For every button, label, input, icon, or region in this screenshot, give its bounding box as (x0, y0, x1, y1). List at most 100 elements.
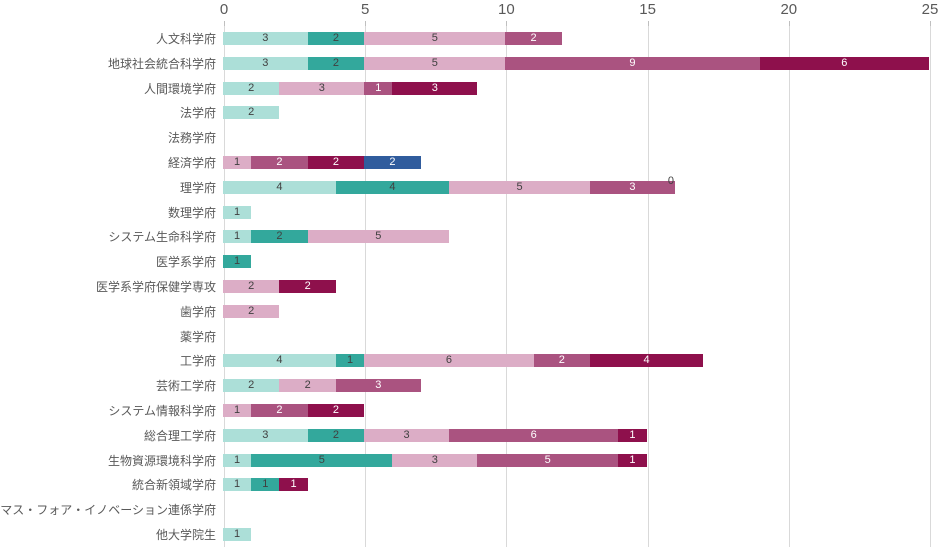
data-label: 3 (375, 379, 382, 392)
bar-segment: 3 (279, 81, 365, 95)
bar-track: 1 1 1 (223, 478, 308, 492)
category-label: 法学府 (179, 106, 216, 121)
bar-segment: 4 (335, 180, 449, 194)
bar-segment: 5 (251, 453, 393, 467)
data-label: 1 (234, 528, 241, 541)
tick-label-20: 20 (780, 1, 798, 18)
data-label: 1 (629, 428, 636, 441)
bar-segment: 1 (223, 453, 252, 467)
data-label: 2 (248, 379, 255, 392)
table-row: システム情報科学府 1 2 2 (0, 398, 940, 423)
table-row: 工学府 4 1 6 2 4 (0, 349, 940, 374)
data-label: 3 (629, 180, 636, 193)
tick-mark-15 (647, 21, 649, 26)
data-label: 5 (544, 453, 551, 466)
bar-segment: 4 (223, 354, 336, 368)
bar-segment: 5 (364, 31, 506, 45)
bar-segment: 4 (223, 180, 336, 194)
bar-segment: 2 (223, 379, 280, 393)
data-label: 1 (234, 478, 241, 491)
category-label: 芸術工学府 (155, 379, 216, 394)
bar-track: 1 (223, 528, 252, 542)
bar-segment: 2 (505, 31, 562, 45)
bar-segment: 1 (279, 478, 308, 492)
data-label: 5 (431, 31, 438, 44)
table-row: 数理学府 1 (0, 200, 940, 225)
data-label: 3 (262, 31, 269, 44)
data-label: 2 (248, 279, 255, 292)
bar-segment: 1 (223, 404, 252, 418)
data-label: 4 (643, 354, 650, 367)
chart-rows: 人文科学府 3 2 5 2 地球社会統合科学府 3 2 5 9 6 人間環境学府 2 3 1 3 法学府 2 法務学… (0, 26, 940, 547)
data-label: 2 (248, 81, 255, 94)
data-label: 4 (276, 180, 283, 193)
table-row: 芸術工学府 2 2 3 (0, 373, 940, 398)
bar-segment: 2 (251, 404, 308, 418)
bar-track: 4 1 6 2 4 (223, 354, 704, 368)
gridline-15 (647, 26, 649, 547)
bar-segment: 1 (223, 230, 252, 244)
bar-segment: 1 (223, 155, 252, 169)
bar-segment: 2 (223, 106, 280, 120)
bar-segment: 3 (223, 56, 308, 70)
bar-segment: 2 (223, 304, 280, 318)
category-label: 薬学府 (179, 329, 216, 344)
bar-segment: 2 (533, 354, 591, 368)
table-row: 法学府 2 (0, 100, 940, 125)
tick-label-5: 5 (361, 1, 370, 18)
data-label: 6 (530, 428, 537, 441)
bar-track: 1 2 2 (223, 404, 365, 418)
bar-track: 2 (223, 106, 280, 120)
gridline-10 (506, 26, 508, 547)
category-label: 統合新領域学府 (131, 478, 216, 493)
data-label: 2 (276, 230, 283, 243)
table-row: 経済学府 1 2 2 2 (0, 150, 940, 175)
data-label: 1 (234, 230, 241, 243)
bar-segment: 2 (223, 81, 280, 95)
bar-segment: 2 (279, 279, 336, 293)
table-row: 地球社会統合科学府 3 2 5 9 6 (0, 51, 940, 76)
bar-segment: 1 (223, 478, 252, 492)
tick-label-25: 25 (921, 1, 939, 18)
bar-segment: 2 (307, 56, 365, 70)
data-label: 9 (629, 56, 636, 69)
data-label: 3 (318, 81, 325, 94)
bar-track: 2 (223, 304, 280, 318)
category-label: システム生命科学府 (108, 230, 216, 245)
bar-segment: 1 (223, 205, 252, 219)
bar-segment: 6 (364, 354, 534, 368)
table-row: 薬学府 (0, 324, 940, 349)
data-label: 5 (516, 180, 523, 193)
data-label: 3 (262, 56, 269, 69)
bar-segment: 9 (505, 56, 760, 70)
table-row: 総合理工学府 3 2 3 6 1 (0, 423, 940, 448)
data-label: 2 (332, 428, 340, 441)
data-label: 4 (276, 354, 283, 367)
data-label: 4 (389, 180, 396, 193)
bar-segment: 6 (759, 56, 929, 70)
bar-segment: 2 (307, 404, 365, 418)
bar-segment: 3 (590, 180, 675, 194)
bar-segment: 2 (364, 155, 421, 169)
bar-track: 4 4 5 3 0 (223, 175, 675, 194)
gridline-20 (788, 26, 790, 547)
category-label: 他大学院生 (155, 528, 216, 543)
data-label: 2 (304, 279, 311, 292)
table-row: 法務学府 (0, 125, 940, 150)
data-label: 2 (276, 404, 283, 417)
bar-segment: 2 (307, 31, 365, 45)
bar-segment: 1 (251, 478, 280, 492)
category-label: 人文科学府 (155, 31, 216, 46)
tick-label-10: 10 (498, 1, 515, 18)
tick-mark-0 (224, 21, 225, 26)
category-label: 総合理工学府 (143, 428, 216, 443)
gridline-25 (930, 26, 931, 547)
bar-segment: 2 (223, 279, 280, 293)
tick-mark-5 (365, 21, 367, 26)
data-label: 1 (375, 81, 382, 94)
table-row: 統合新領域学府 1 1 1 (0, 473, 940, 498)
tick-mark-20 (788, 21, 790, 26)
data-label: 2 (332, 31, 340, 44)
